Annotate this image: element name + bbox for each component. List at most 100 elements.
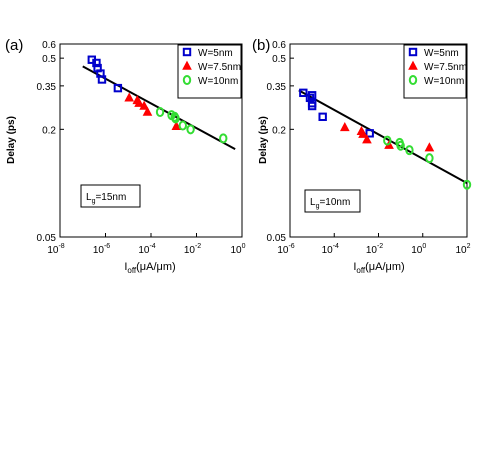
panel-b-legend-marker [408, 75, 418, 85]
panel-b-circle-point [405, 145, 414, 156]
panel-b-x-tick-label: 100 [411, 243, 426, 256]
panel-a-y-tick-label: 0.05 [37, 233, 57, 244]
panel-a-legend-label: W=5nm [198, 48, 233, 59]
panel-b-x-tick-label-base: 10 [366, 245, 378, 256]
panel-a-circle-point [186, 124, 195, 135]
panel-b-x-tick-label-exp: 0 [422, 243, 426, 250]
panel-a-legend-marker [182, 75, 192, 85]
panel-b-square-point [318, 112, 327, 122]
panel-a-y-tick-label: 0.2 [42, 125, 56, 136]
panel-b-y-tick-label: 0.6 [272, 40, 286, 51]
panel-a-x-tick-label-base: 10 [47, 245, 59, 256]
panel-b-y-axis-label: Delay (ps) [258, 116, 269, 164]
panel-a-x-axis-label: Ioff(μA/μm) [124, 261, 175, 275]
panel-a-x-tick-label: 10-6 [93, 243, 110, 256]
panel-b-label: (b) [252, 37, 270, 54]
panel-a-x-tick-label: 10-4 [138, 243, 155, 256]
panel-a-x-axis-label-main: I [124, 261, 127, 273]
panel-b-legend-marker [408, 47, 418, 57]
panel-a-triangle-point [134, 97, 144, 107]
panel-a-circle-point [155, 106, 165, 117]
panel-a-annotation-box [80, 184, 141, 208]
panel-b-legend-label: W=10nm [424, 76, 464, 87]
panel-b-legend-marker [408, 60, 418, 70]
panel-b-circle-point [396, 140, 405, 151]
panel-a-triangle-point [171, 120, 182, 130]
panel-a-y-tick-label: 0.5 [42, 54, 56, 65]
panel-b-x-axis-label-sub: off [356, 266, 366, 275]
panel-b-triangle-point [362, 134, 372, 144]
panel-b-legend-label: W=5nm [424, 48, 459, 59]
panel-a-circle-point [219, 133, 228, 144]
panel-b-annotation-rest: =10nm [319, 197, 350, 208]
panel-b-x-axis-label: Ioff(μA/μm) [353, 261, 404, 275]
panel-b-y-tick-label: 0.35 [267, 82, 287, 93]
panel-b-triangle-point [358, 128, 368, 138]
panel-b-legend-label: W=7.5nm [424, 62, 467, 73]
panel-a-triangle-point [142, 106, 153, 116]
panel-b-triangle-point [339, 122, 350, 132]
panel-b-x-axis-label-main: I [353, 261, 356, 273]
panel-a-legend-label: W=7.5nm [198, 62, 241, 73]
panel-b-square-point [307, 91, 317, 100]
panel-a-x-tick-label-exp: -6 [104, 243, 110, 250]
panel-b-x-tick-label-base: 10 [411, 245, 423, 256]
panel-b-x-tick-label: 10-6 [277, 243, 294, 256]
panel-b-x-tick-label: 10-4 [322, 243, 339, 256]
panel-a-square-point [113, 83, 123, 93]
panel-b-annotation-box [304, 189, 361, 213]
panel-a-y-tick-label: 0.6 [42, 40, 56, 51]
panel-b-circle-point [383, 135, 392, 146]
panel-b-square-point [307, 101, 317, 111]
panel-b-x-tick-label: 102 [455, 243, 470, 256]
panel-a-legend-box [177, 44, 242, 99]
panel-a-annotation: Lg=15nm [86, 192, 126, 205]
panel-b-marks [299, 88, 472, 190]
panel-a-x-tick-label: 100 [230, 243, 245, 256]
panel-b-annotation-sub: g [316, 203, 320, 210]
panel-b-x-tick-label-exp: 2 [467, 243, 471, 250]
panel-a-x-axis-label-rest: (μA/μm) [136, 261, 176, 273]
panel-b-x-axis-label-rest: (μA/μm) [365, 261, 405, 273]
panel-b-fit [298, 89, 468, 185]
panel-b-legend: W=5nm W=7.5nm W=10nm [408, 47, 467, 87]
panel-a-annotation-sub: g [92, 198, 96, 205]
panel-b-square-point [365, 129, 374, 138]
panel-b-y-tick-label: 0.2 [272, 125, 286, 136]
panel-b-y-tick-label: 0.05 [267, 233, 287, 244]
panel-b-fit-line [298, 89, 468, 185]
panel-a-annotation-rest: =15nm [95, 192, 126, 203]
panel-a-legend-marker [182, 47, 192, 57]
panel-b-x-tick-label-exp: -2 [377, 243, 383, 250]
panel-a-y-tick-label: 0.35 [37, 82, 57, 93]
panel-a-square-point [92, 58, 101, 68]
panel-b-circle-point [462, 179, 472, 190]
panel-b-x-tick-label-base: 10 [277, 245, 289, 256]
panel-a-legend: W=5nm W=7.5nm W=10nm [182, 47, 241, 87]
panel-a-circle-point [178, 120, 188, 131]
panel-a-legend-label: W=10nm [198, 76, 238, 87]
panel-a-square-point [97, 75, 107, 84]
panel-b-x-tick-label-exp: -6 [288, 243, 294, 250]
panel-a-x-tick-label-exp: 0 [242, 243, 246, 250]
panel-a-x-tick-label-base: 10 [230, 245, 242, 256]
panel-b-triangle-point [424, 142, 435, 152]
panel-a-x-tick-label-exp: -4 [149, 243, 155, 250]
panel-a-x-tick-label-base: 10 [138, 245, 150, 256]
panel-b-x-tick-label-exp: -4 [333, 243, 339, 250]
panel-a-x-axis-label-sub: off [127, 266, 137, 275]
panel-a: (a) 10-8 10-6 10-4 10-2 1000.050.20.350.50.6… [5, 37, 246, 275]
panel-b-y-tick-label: 0.5 [272, 54, 286, 65]
panel-a-marks [87, 55, 228, 144]
panel-b-x-tick-label-base: 10 [455, 245, 467, 256]
panel-a-triangle-point [124, 92, 135, 102]
panel-a-x-tick-label: 10-8 [47, 243, 64, 256]
panel-b-circle-point [425, 153, 434, 164]
panel-b-annotation: Lg=10nm [310, 197, 350, 210]
panel-a-triangle-point [139, 100, 149, 110]
panel-a-legend-marker [182, 60, 192, 70]
panel-b-legend-box [403, 44, 467, 99]
